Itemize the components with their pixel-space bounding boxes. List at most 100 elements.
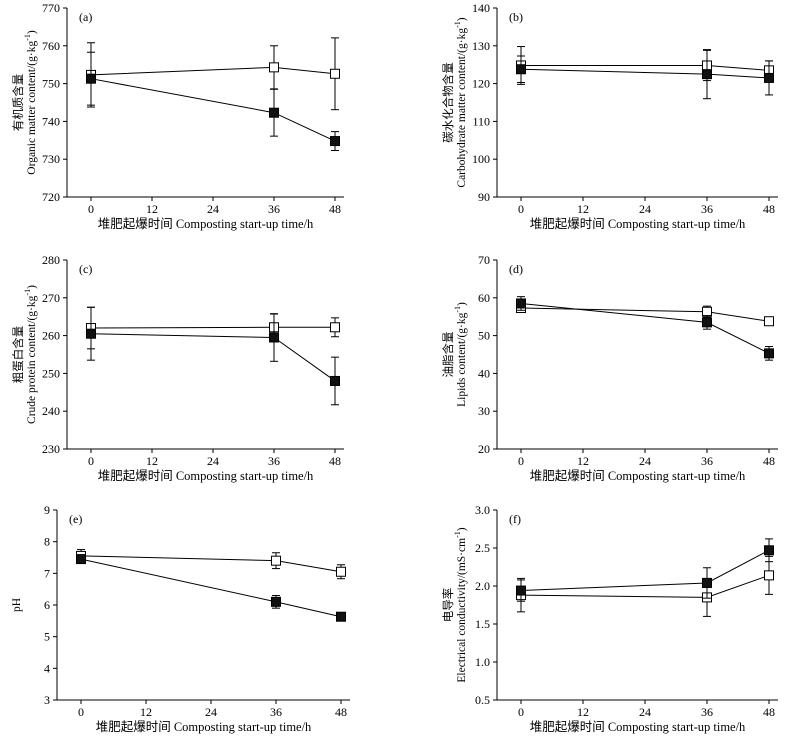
y-tick-label: 3.0	[475, 503, 490, 517]
series-filled	[516, 49, 774, 100]
y-axis-label-zh: 粗蛋白含量	[11, 326, 25, 384]
data-point	[330, 136, 340, 147]
y-tick-label: 240	[42, 404, 60, 418]
y-axis-label-close: )	[26, 30, 38, 34]
y-axis-label-close: )	[26, 285, 38, 289]
series-line	[520, 549, 770, 592]
data-point	[86, 73, 96, 84]
y-axis-label: 粗蛋白含量 Crude protein content/(g·kg-1)	[11, 285, 38, 424]
chart-panel: 3 4 5 6 7 8 9 0 12 24 36 48 (e) 堆肥起爆时间 Composting sta…	[11, 503, 350, 734]
x-tick-label: 48	[763, 202, 775, 216]
x-axis-label: 堆肥起爆时间 Composting start-up time/h	[530, 217, 746, 231]
data-point	[764, 545, 774, 556]
x-axis-label: 堆肥起爆时间 Composting start-up time/h	[98, 469, 314, 483]
y-axis-label-zh: 有机质含量	[11, 74, 25, 132]
y-tick-label: 100	[472, 152, 490, 166]
x-tick-label: 24	[639, 202, 651, 216]
x-tick-label: 0	[78, 705, 84, 719]
data-point	[764, 72, 774, 83]
y-tick-label: 30	[478, 404, 490, 418]
series-open	[516, 46, 774, 85]
series-filled	[76, 554, 346, 622]
x-tick-label: 48	[763, 454, 775, 468]
x-tick-label: 12	[146, 202, 158, 216]
data-point	[702, 306, 712, 317]
x-tick-label: 36	[701, 454, 713, 468]
series-open	[86, 306, 340, 350]
x-tick-label: 0	[518, 202, 524, 216]
series-line	[90, 333, 336, 382]
y-tick-label: 280	[42, 253, 60, 267]
data-point	[516, 585, 526, 596]
y-tick-label: 90	[478, 190, 490, 204]
series-line	[520, 307, 770, 322]
data-point	[269, 107, 279, 118]
y-axis-label-en: Lipids content/(g·kg-1)	[453, 302, 468, 407]
y-tick-label: 1.0	[475, 655, 490, 669]
series-filled	[86, 306, 340, 406]
x-tick-label: 36	[701, 705, 713, 719]
y-tick-label: 260	[42, 329, 60, 343]
series-line	[90, 326, 335, 329]
chart-panel: 230 240 250 260 270 280 0 12 24 36 48 (c) 堆肥起爆时间 Com…	[11, 253, 344, 483]
y-tick-label: 270	[42, 291, 60, 305]
y-tick-label: 140	[472, 1, 490, 15]
y-axis-label-en: Crude protein content/(g·kg-1)	[23, 285, 38, 424]
y-axis-label-sup: -1	[453, 531, 462, 538]
series-open	[516, 555, 774, 617]
y-axis-label-zh: 油脂含量	[441, 332, 455, 378]
data-point	[516, 64, 526, 75]
series-open	[86, 37, 340, 111]
x-tick-label: 36	[268, 202, 280, 216]
y-axis-label-en: pH	[11, 598, 23, 612]
data-point	[330, 322, 340, 333]
panel-label: (e)	[69, 512, 82, 526]
data-point	[702, 577, 712, 588]
data-point	[330, 68, 340, 79]
y-tick-label: 50	[478, 329, 490, 343]
x-tick-label: 48	[329, 202, 341, 216]
panel-label: (a)	[79, 10, 92, 24]
x-tick-label: 12	[577, 705, 589, 719]
x-tick-label: 0	[518, 705, 524, 719]
x-axis-label: 堆肥起爆时间 Composting start-up time/h	[96, 720, 312, 734]
x-axis-label: 堆肥起爆时间 Composting start-up time/h	[98, 217, 314, 231]
series-filled	[86, 51, 340, 152]
y-tick-label: 0.5	[475, 693, 490, 707]
x-tick-label: 36	[701, 202, 713, 216]
y-tick-label: 4	[44, 661, 50, 675]
y-tick-label: 770	[42, 1, 60, 15]
series-line	[80, 558, 342, 618]
y-tick-label: 8	[44, 535, 50, 549]
y-tick-label: 750	[42, 77, 60, 91]
x-tick-label: 36	[268, 454, 280, 468]
data-point	[86, 328, 96, 339]
x-tick-label: 12	[140, 705, 152, 719]
x-tick-label: 24	[639, 705, 651, 719]
series-filled	[516, 538, 774, 602]
x-tick-label: 12	[146, 454, 158, 468]
chart-panel: 0.5 1.0 1.5 2.0 2.5 3.0 0 12 24 36 48 (f) 堆肥起爆时间 Com…	[441, 503, 778, 734]
y-tick-label: 70	[478, 253, 490, 267]
y-tick-label: 2.5	[475, 541, 490, 555]
y-axis-label-close: )	[456, 17, 468, 21]
y-tick-label: 2.0	[475, 579, 490, 593]
data-point	[764, 316, 774, 327]
panel-label: (d)	[509, 262, 523, 276]
data-point	[702, 69, 712, 80]
y-tick-label: 120	[472, 77, 490, 91]
y-axis-label-sup: -1	[23, 289, 32, 296]
x-tick-label: 0	[88, 202, 94, 216]
x-axis-label: 堆肥起爆时间 Composting start-up time/h	[530, 469, 746, 483]
x-tick-label: 48	[763, 705, 775, 719]
y-tick-label: 760	[42, 39, 60, 53]
data-point	[269, 332, 279, 343]
y-axis-label-zh: 电导率	[441, 588, 455, 623]
chart-panel: 720 730 740 750 760 770 0 12 24 36 48 (a) 堆肥起爆时间 Com…	[11, 1, 344, 231]
y-tick-label: 20	[478, 442, 490, 456]
x-tick-label: 24	[207, 202, 219, 216]
x-tick-label: 36	[270, 705, 282, 719]
x-tick-label: 24	[205, 705, 217, 719]
x-tick-label: 12	[577, 454, 589, 468]
series-line	[90, 78, 336, 142]
